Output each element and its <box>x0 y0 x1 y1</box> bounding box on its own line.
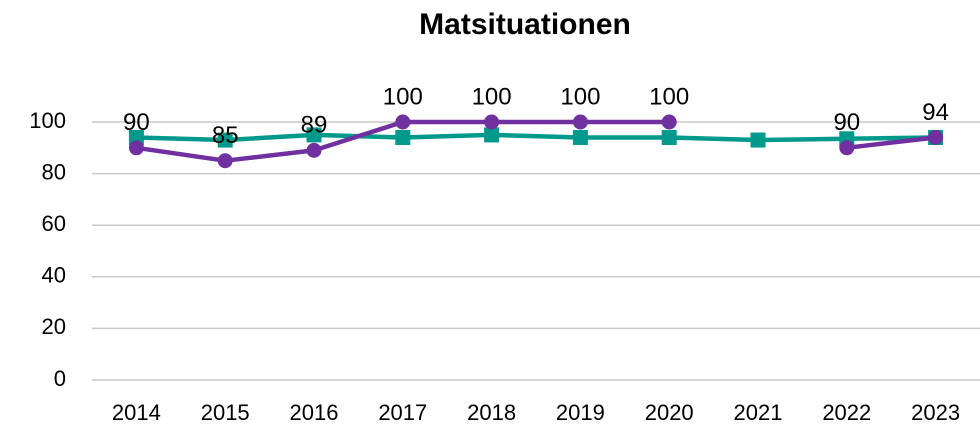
y-tick-label: 20 <box>42 314 66 339</box>
marker <box>395 129 411 145</box>
x-tick-label: 2014 <box>112 400 161 425</box>
marker <box>306 142 322 158</box>
x-tick-label: 2018 <box>467 400 516 425</box>
data-label: 94 <box>922 99 949 126</box>
x-tick-label: 2019 <box>556 400 605 425</box>
series-line <box>136 132 936 143</box>
x-tick-label: 2016 <box>290 400 339 425</box>
marker <box>395 114 411 130</box>
x-tick-label: 2022 <box>822 400 871 425</box>
data-label: 90 <box>123 109 150 136</box>
y-tick-label: 40 <box>42 263 66 288</box>
marker <box>128 129 144 145</box>
marker <box>217 153 233 169</box>
marker <box>484 127 500 143</box>
marker <box>128 140 144 156</box>
data-label: 100 <box>383 83 423 110</box>
data-label: 100 <box>649 83 689 110</box>
y-tick-label: 100 <box>29 108 66 133</box>
y-tick-label: 0 <box>54 366 66 391</box>
marker <box>217 132 233 148</box>
data-label: 89 <box>301 112 328 139</box>
marker <box>572 114 588 130</box>
marker <box>661 114 677 130</box>
x-tick-label: 2015 <box>201 400 250 425</box>
marker <box>750 132 766 148</box>
x-tick-label: 2021 <box>734 400 783 425</box>
marker <box>484 114 500 130</box>
marker <box>306 127 322 143</box>
x-tick-label: 2020 <box>645 400 694 425</box>
marker <box>839 140 855 156</box>
marker <box>572 129 588 145</box>
data-label: 100 <box>472 83 512 110</box>
marker <box>661 129 677 145</box>
chart-title: Matsituationen <box>419 8 631 41</box>
x-tick-label: 2023 <box>911 400 960 425</box>
data-label: 85 <box>212 122 239 149</box>
data-label: 100 <box>560 83 600 110</box>
y-tick-label: 80 <box>42 159 66 184</box>
data-label: 90 <box>833 109 860 136</box>
marker <box>928 129 944 145</box>
y-tick-label: 60 <box>42 211 66 236</box>
x-tick-label: 2017 <box>378 400 427 425</box>
